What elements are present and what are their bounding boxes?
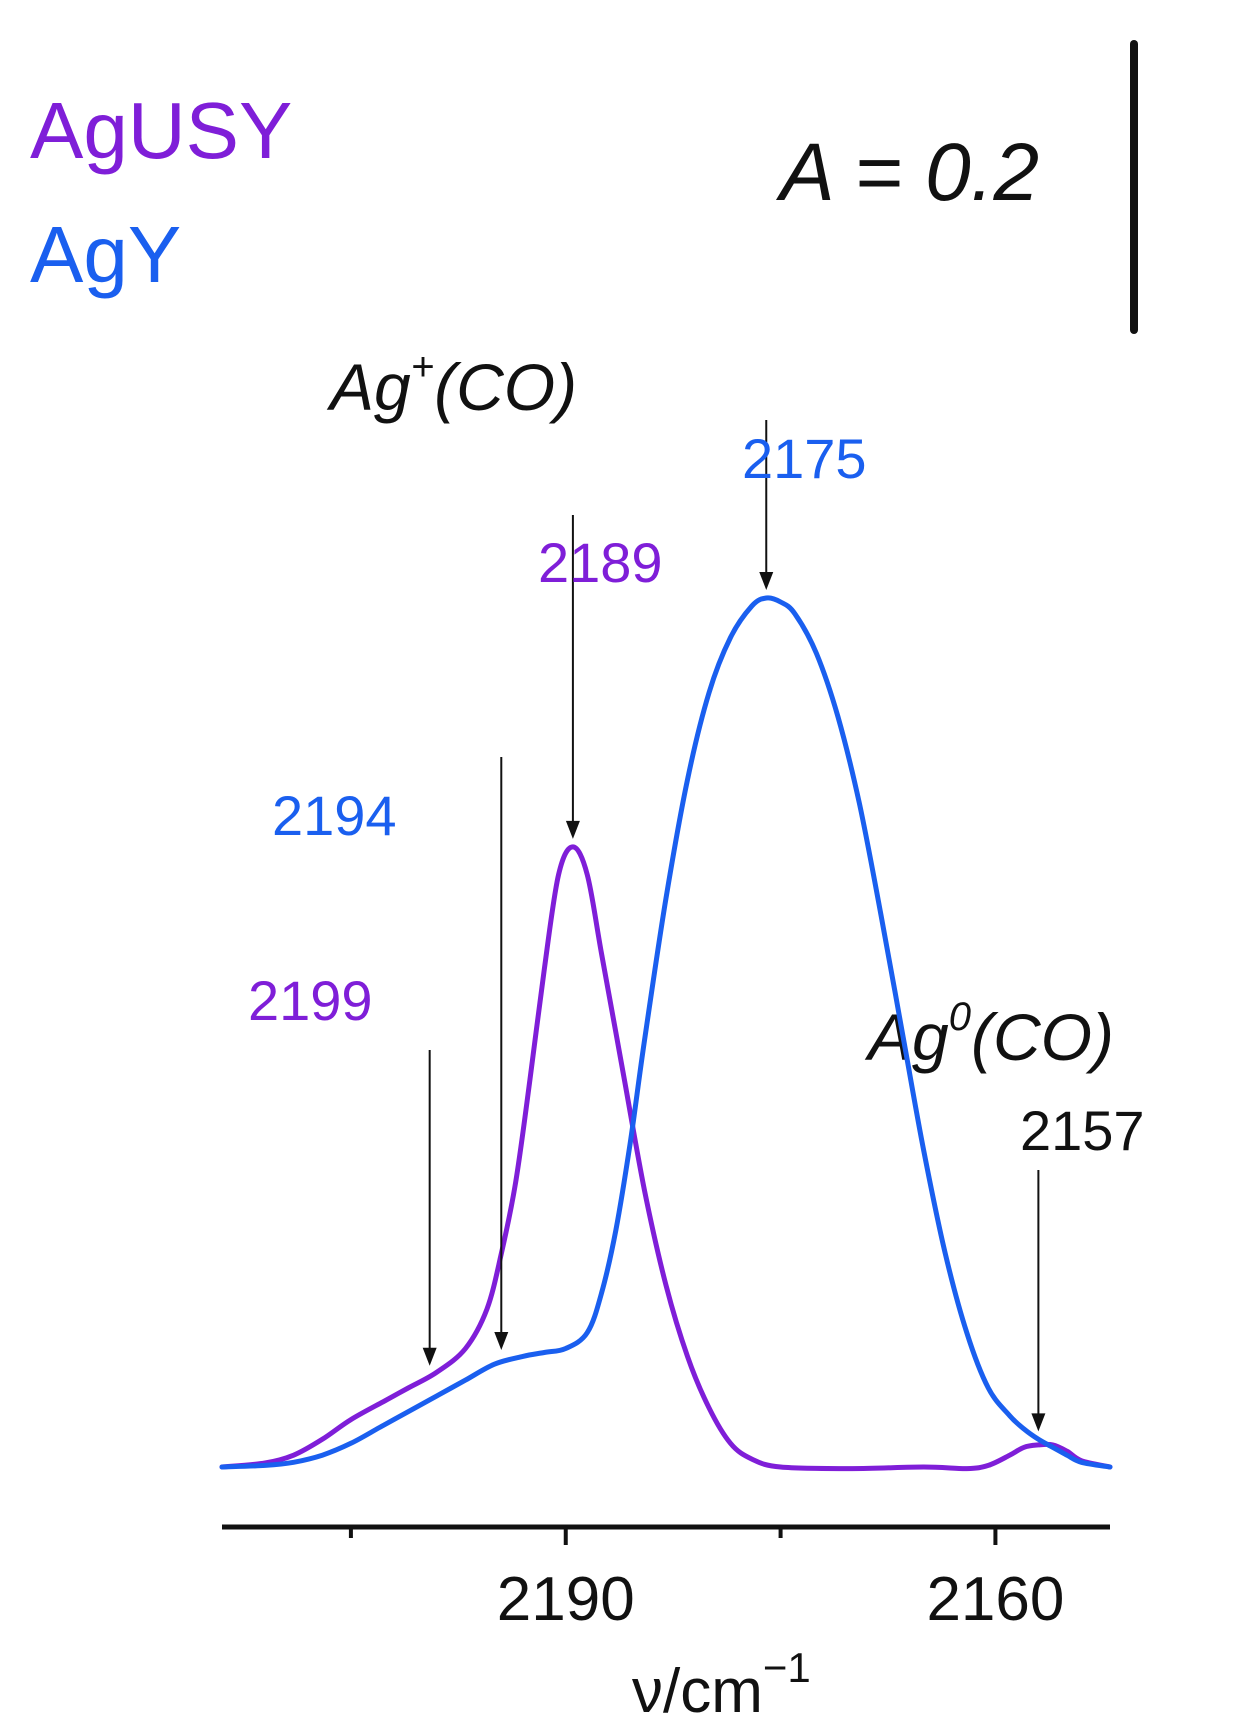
x-tick-label-2190: 2190 [497,1565,635,1634]
peak-label-2194: 2194 [272,784,397,847]
x-axis-title: ν/cm−1 [632,1644,811,1726]
band-label-ag-plus-rest: (CO) [434,350,577,424]
arrow-head-2175 [759,572,774,590]
band-label-ag-zero-sup: 0 [949,995,971,1039]
arrow-head-2157 [1031,1413,1046,1432]
arrow-head-2189 [565,820,580,839]
peak-label-2157: 2157 [1020,1099,1145,1162]
x-axis: 2190 2160 [222,1524,1110,1634]
annotation-layer: 2199 2194 2189 2175 2157 [248,420,1145,1432]
arrow-head-2199 [422,1347,437,1366]
series-line-agy [219,595,1113,1470]
series-line-agusy [219,844,1113,1472]
band-label-ag-plus-base: Ag [326,350,411,424]
x-tick-label-2160: 2160 [926,1565,1064,1634]
band-label-ag-plus-sup: + [411,345,434,389]
legend-entry-agusy: AgUSY [30,86,292,175]
arrow-head-2194 [494,1331,509,1350]
peak-label-2199: 2199 [248,969,373,1032]
legend: AgUSY AgY [30,86,292,299]
scale-bar-label: A = 0.2 [775,127,1039,218]
band-label-ag-plus-co: Ag+(CO) [326,345,577,424]
x-axis-title-main: ν/cm [632,1657,763,1726]
legend-entry-agy: AgY [30,210,181,299]
band-label-ag-zero-rest: (CO) [971,1000,1114,1074]
peak-label-2189: 2189 [538,531,663,594]
x-axis-title-sup: −1 [763,1644,811,1691]
band-label-ag-zero-co: Ag0(CO) [864,995,1114,1074]
absorbance-scale-bar: A = 0.2 [775,40,1138,334]
peak-label-2175: 2175 [742,427,867,490]
series-layer [219,595,1113,1472]
